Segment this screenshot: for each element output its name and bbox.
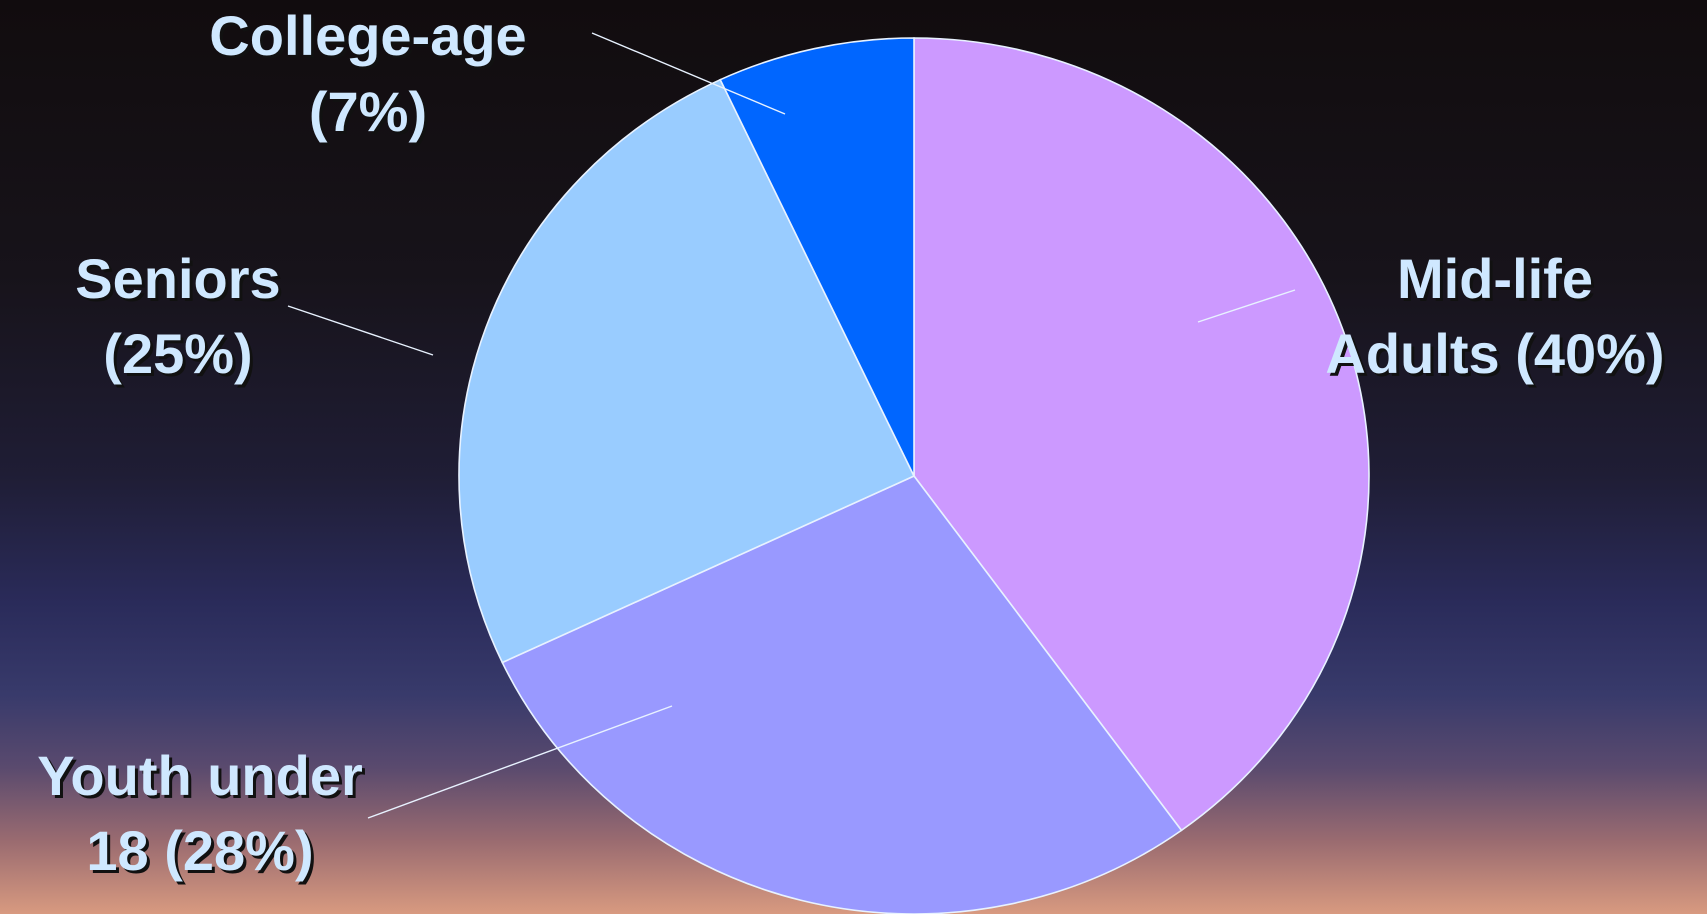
slice-label-3-line-0: College-age (209, 4, 526, 67)
pie-slice-1 (501, 475, 1183, 914)
pie-slice-3 (719, 37, 915, 477)
slice-label-1-line-1: 18 (28%) (86, 819, 313, 882)
pie-slice-2 (458, 78, 916, 664)
pie-slice-0 (913, 37, 1370, 832)
leader-line-3 (591, 32, 786, 115)
pie-slices (458, 37, 1370, 914)
pie-labels: Mid-life Adults (40%) Youth under 18 (28%) S… (37, 4, 1664, 882)
slice-label-2-line-0: Seniors (75, 247, 280, 310)
slice-label-0-line-0: Mid-life (1397, 247, 1593, 310)
leader-line-0 (1197, 289, 1296, 323)
slice-label-1-line-0: Youth under (37, 744, 363, 807)
slice-label-2-line-1: (25%) (103, 322, 252, 385)
slice-label-3-line-1: (7%) (309, 80, 427, 143)
leader-line-1 (367, 705, 673, 819)
slice-label-0-line-1: Adults (40%) (1325, 322, 1664, 385)
leader-line-2 (287, 305, 434, 356)
